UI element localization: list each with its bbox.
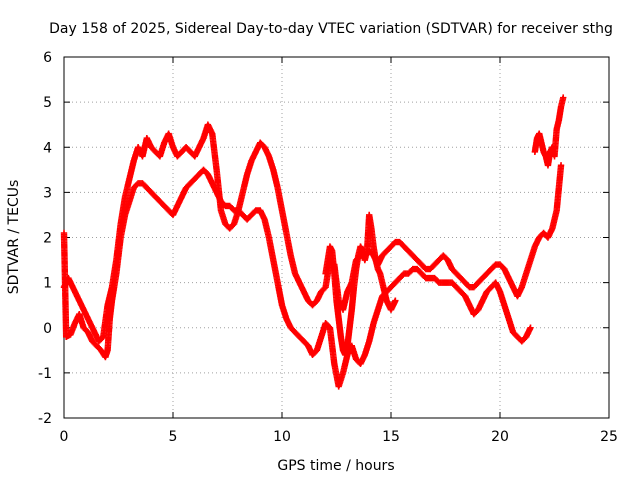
x-axis-label: GPS time / hours [277, 458, 394, 474]
x-tick-label: 25 [600, 429, 618, 445]
data-point [557, 162, 565, 169]
y-axis-label: SDTVAR / TECUs [6, 180, 22, 295]
series-trace-b [60, 121, 565, 345]
y-tick-label: 6 [43, 50, 52, 66]
y-tick-label: 0 [43, 321, 52, 337]
x-tick-label: 15 [382, 429, 400, 445]
y-tick-label: 3 [43, 185, 52, 201]
data-point [527, 324, 534, 331]
data-point [392, 297, 399, 304]
y-tick-label: -2 [38, 411, 52, 427]
y-tick-label: 2 [43, 231, 52, 247]
chart-title: Day 158 of 2025, Sidereal Day-to-day VTE… [49, 21, 613, 37]
series-trace-c [531, 94, 567, 169]
y-tick-label: 1 [43, 276, 52, 292]
y-tick-label: 4 [43, 140, 52, 156]
x-tick-label: 5 [169, 429, 178, 445]
y-tick-label: -1 [38, 366, 52, 382]
x-tick-label: 0 [60, 429, 69, 445]
y-tick-label: 5 [43, 95, 52, 111]
axis-ticks: 0 5 10 15 20 25 -2 -1 0 1 2 3 4 5 6 [38, 50, 618, 445]
series-trace-d [322, 211, 399, 359]
data-point [560, 94, 567, 101]
x-tick-label: 20 [491, 429, 509, 445]
data-points [60, 94, 567, 390]
x-tick-label: 10 [273, 429, 291, 445]
